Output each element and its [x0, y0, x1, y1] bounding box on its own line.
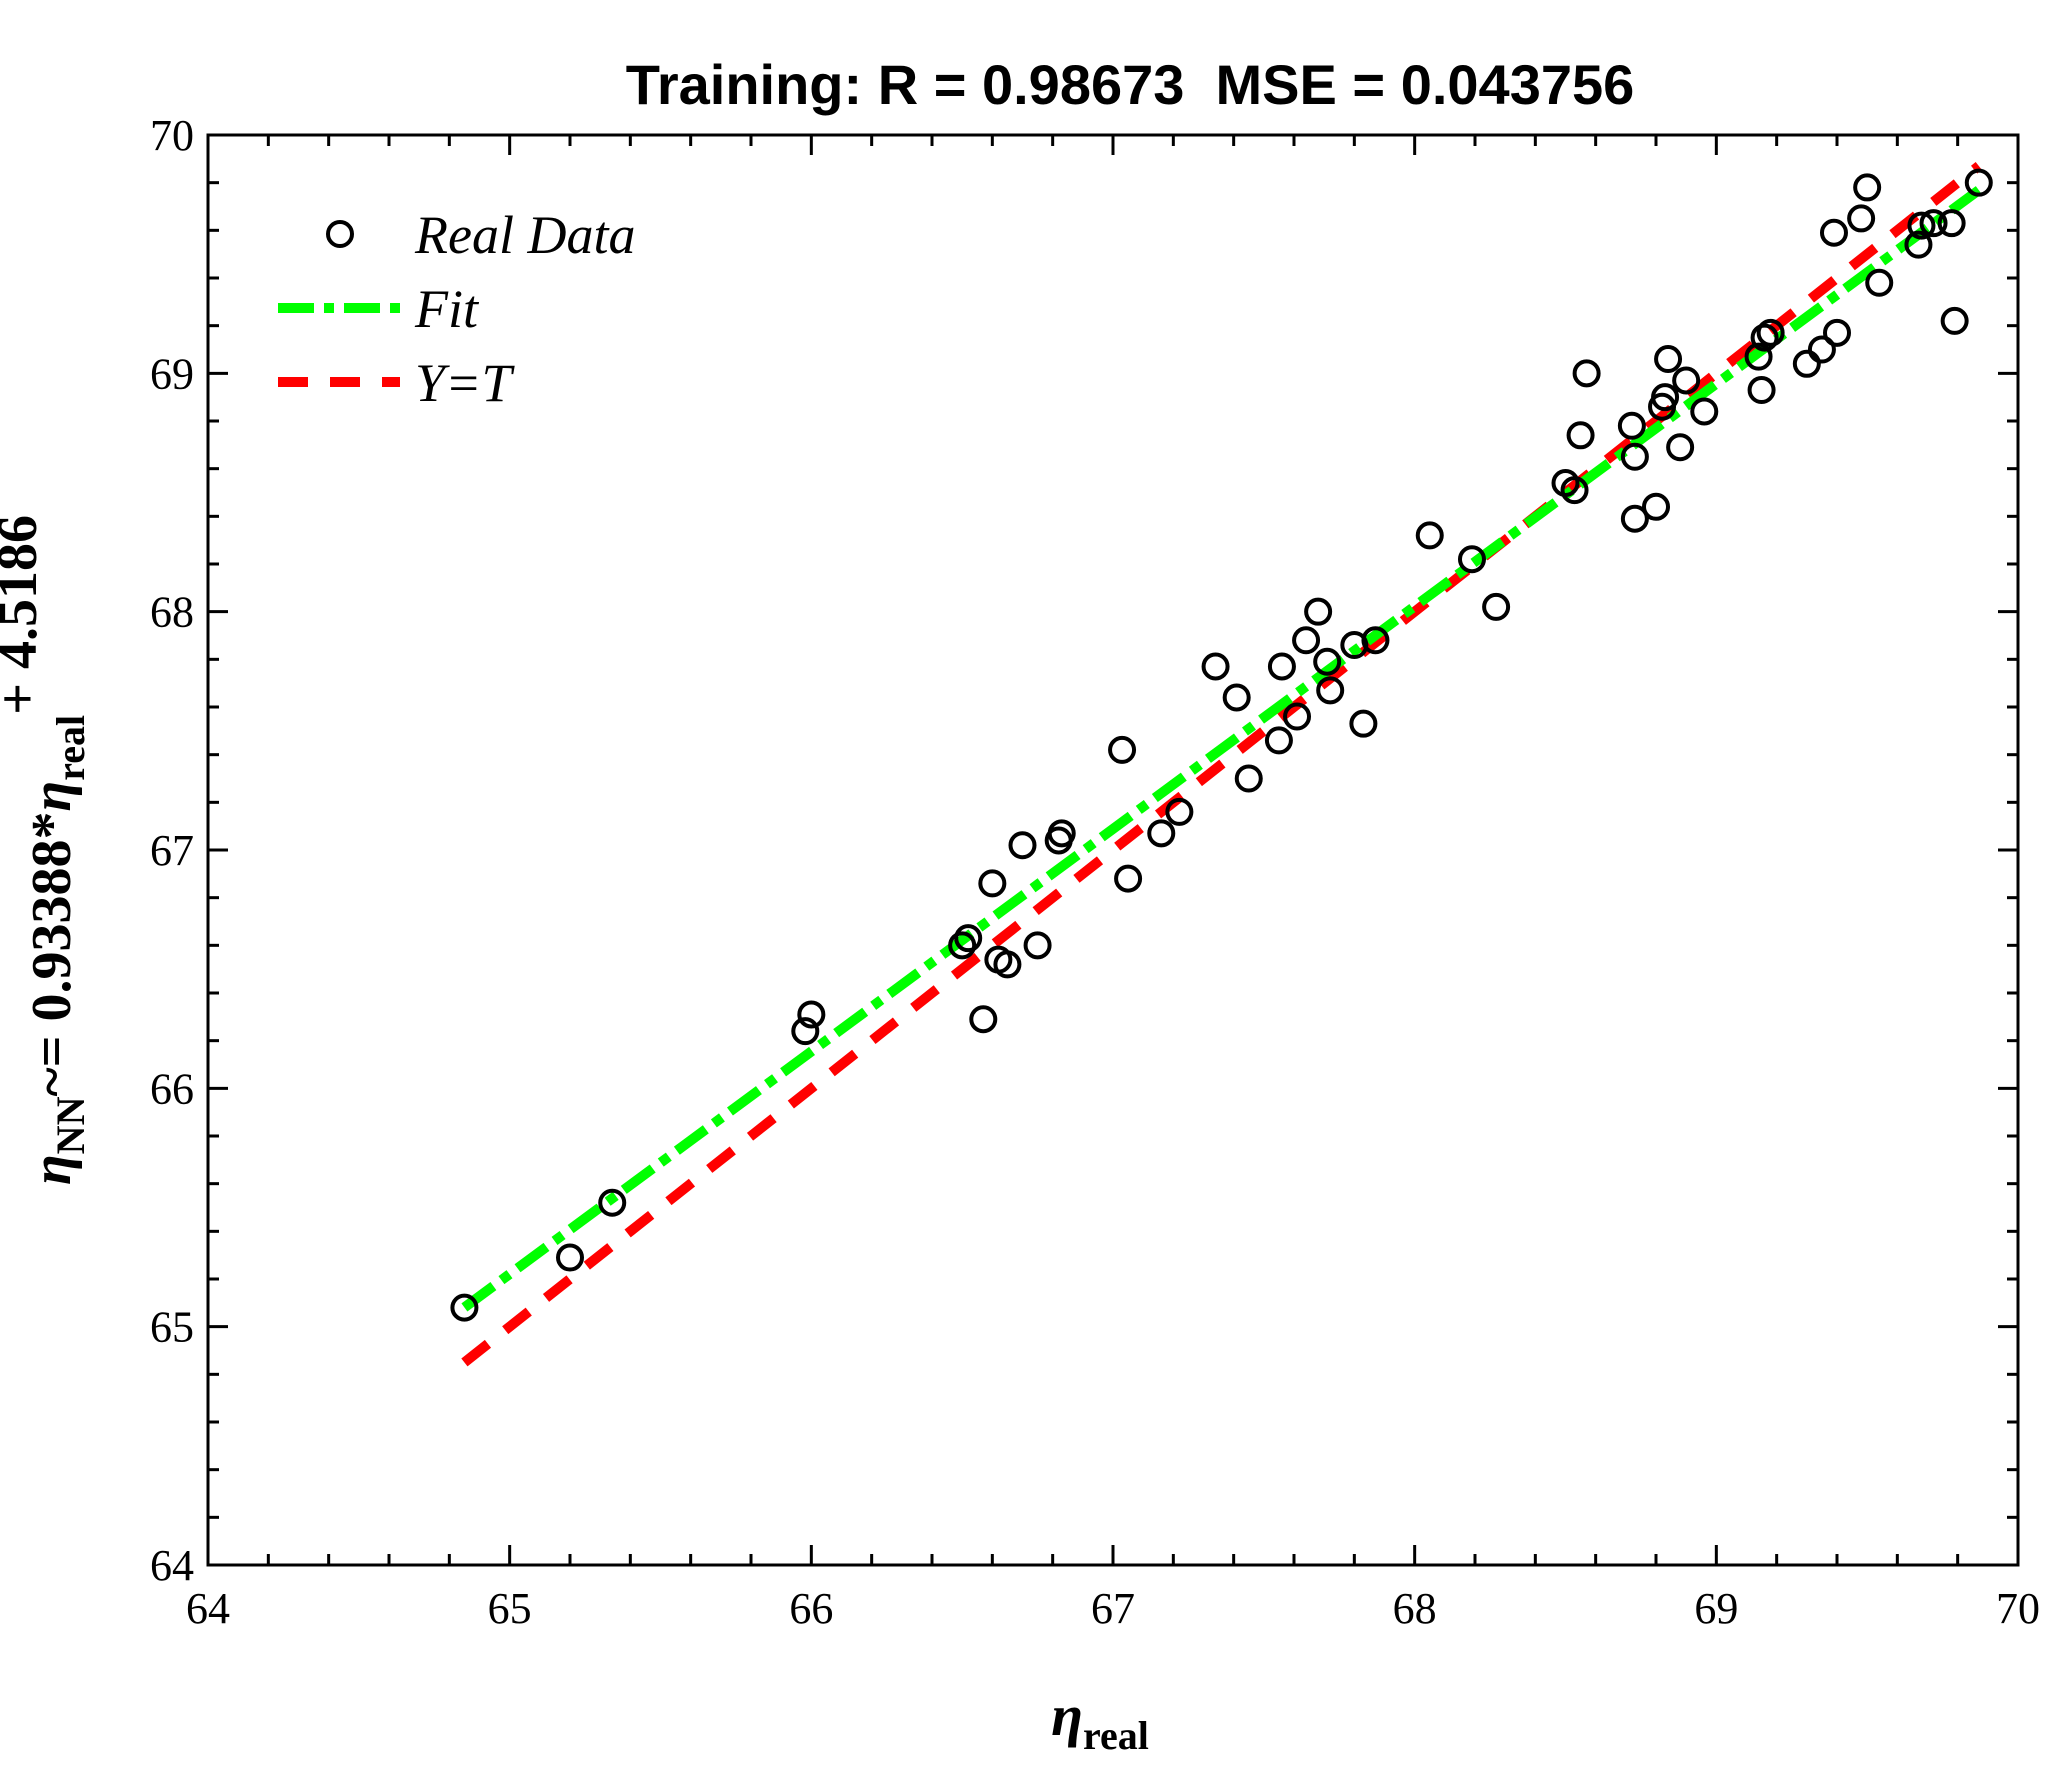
data-point	[450, 1293, 479, 1322]
lines-layer	[461, 162, 1982, 1367]
data-point	[1304, 597, 1333, 626]
legend-label-y-equals-t: Y=T	[415, 353, 515, 413]
data-point	[598, 1188, 627, 1217]
x-axis-label: ηreal	[1051, 1683, 1149, 1758]
data-point	[1964, 168, 1993, 197]
y-tick-label: 64	[150, 1541, 194, 1590]
data-points	[450, 168, 1993, 1322]
x-tick-label: 65	[488, 1584, 532, 1633]
data-point	[1642, 492, 1670, 521]
data-point	[1165, 797, 1194, 826]
data-point	[1572, 359, 1601, 388]
data-point	[1690, 397, 1719, 426]
data-point	[1147, 819, 1176, 848]
x-tick-label: 69	[1694, 1584, 1738, 1633]
axis-ticks	[206, 133, 2020, 1567]
x-tick-label: 64	[186, 1584, 230, 1633]
data-point	[1415, 521, 1444, 550]
data-point	[993, 950, 1022, 979]
data-point	[1313, 647, 1342, 676]
data-point	[1823, 318, 1851, 347]
data-point	[791, 1017, 820, 1046]
legend: Real Data Fit Y=T	[278, 205, 635, 413]
data-point	[1672, 366, 1701, 395]
data-point	[1264, 726, 1293, 755]
chart-title: Training: R = 0.98673 MSE = 0.043756	[626, 53, 1635, 116]
data-point	[1292, 626, 1321, 655]
data-point	[1792, 349, 1821, 378]
y-axis-label: ηNN~= 0.93388*ηreal+ 4.5186	[0, 515, 93, 1185]
data-point	[797, 1000, 826, 1029]
legend-label-fit: Fit	[414, 279, 480, 339]
data-point	[1108, 735, 1137, 764]
x-tick-label: 67	[1091, 1584, 1135, 1633]
data-point	[1283, 702, 1312, 731]
data-point	[1560, 476, 1589, 505]
data-point	[1008, 831, 1037, 860]
fit-line	[461, 186, 1982, 1312]
data-point	[1919, 209, 1948, 238]
identity-line	[461, 162, 1982, 1367]
data-point	[1234, 764, 1263, 793]
data-point	[1361, 626, 1390, 655]
data-point	[1620, 504, 1649, 533]
data-point	[1744, 342, 1773, 371]
y-tick-label: 67	[150, 826, 194, 875]
data-point	[1651, 383, 1680, 412]
x-tick-label: 70	[1996, 1584, 2040, 1633]
data-point	[1114, 864, 1143, 893]
data-point	[948, 931, 977, 960]
data-point	[978, 869, 1007, 898]
data-point	[954, 924, 983, 953]
data-point	[1847, 204, 1876, 233]
data-point	[556, 1243, 584, 1272]
data-point	[1267, 652, 1296, 681]
x-tick-labels: 64 65 66 67 68 69 70	[186, 1584, 2040, 1633]
data-point	[1904, 230, 1933, 259]
data-point	[1937, 209, 1966, 238]
legend-marker-real-data	[326, 220, 354, 248]
data-point	[1865, 268, 1894, 297]
data-point	[1654, 345, 1683, 374]
data-point	[1756, 318, 1785, 347]
data-point	[1316, 676, 1345, 705]
data-point	[1457, 545, 1486, 574]
data-point	[969, 1005, 998, 1034]
data-point	[1201, 652, 1230, 681]
data-point	[1349, 709, 1378, 738]
data-point	[1853, 173, 1882, 202]
data-point	[1907, 211, 1936, 240]
data-point	[1482, 592, 1511, 621]
data-point	[1566, 421, 1595, 450]
x-tick-label: 68	[1393, 1584, 1437, 1633]
y-tick-label: 66	[150, 1064, 194, 1113]
data-point	[1750, 323, 1779, 352]
y-tick-label: 69	[150, 349, 194, 398]
data-point	[1940, 306, 1969, 335]
y-tick-label: 70	[150, 111, 194, 160]
data-point	[1617, 411, 1646, 440]
plot-frame	[206, 133, 2020, 1567]
y-tick-label: 68	[150, 588, 194, 637]
data-point	[1807, 335, 1836, 364]
x-tick-label: 66	[789, 1584, 833, 1633]
data-point	[1819, 218, 1848, 247]
y-tick-label: 65	[150, 1303, 194, 1352]
data-point	[1666, 433, 1695, 462]
data-point	[1747, 376, 1776, 405]
y-tick-labels: 64 65 66 67 68 69 70	[150, 111, 194, 1590]
data-point	[1047, 819, 1076, 848]
legend-label-real-data: Real Data	[414, 205, 635, 265]
data-point	[1023, 931, 1052, 960]
data-point	[1222, 683, 1251, 712]
data-point	[1620, 442, 1649, 471]
